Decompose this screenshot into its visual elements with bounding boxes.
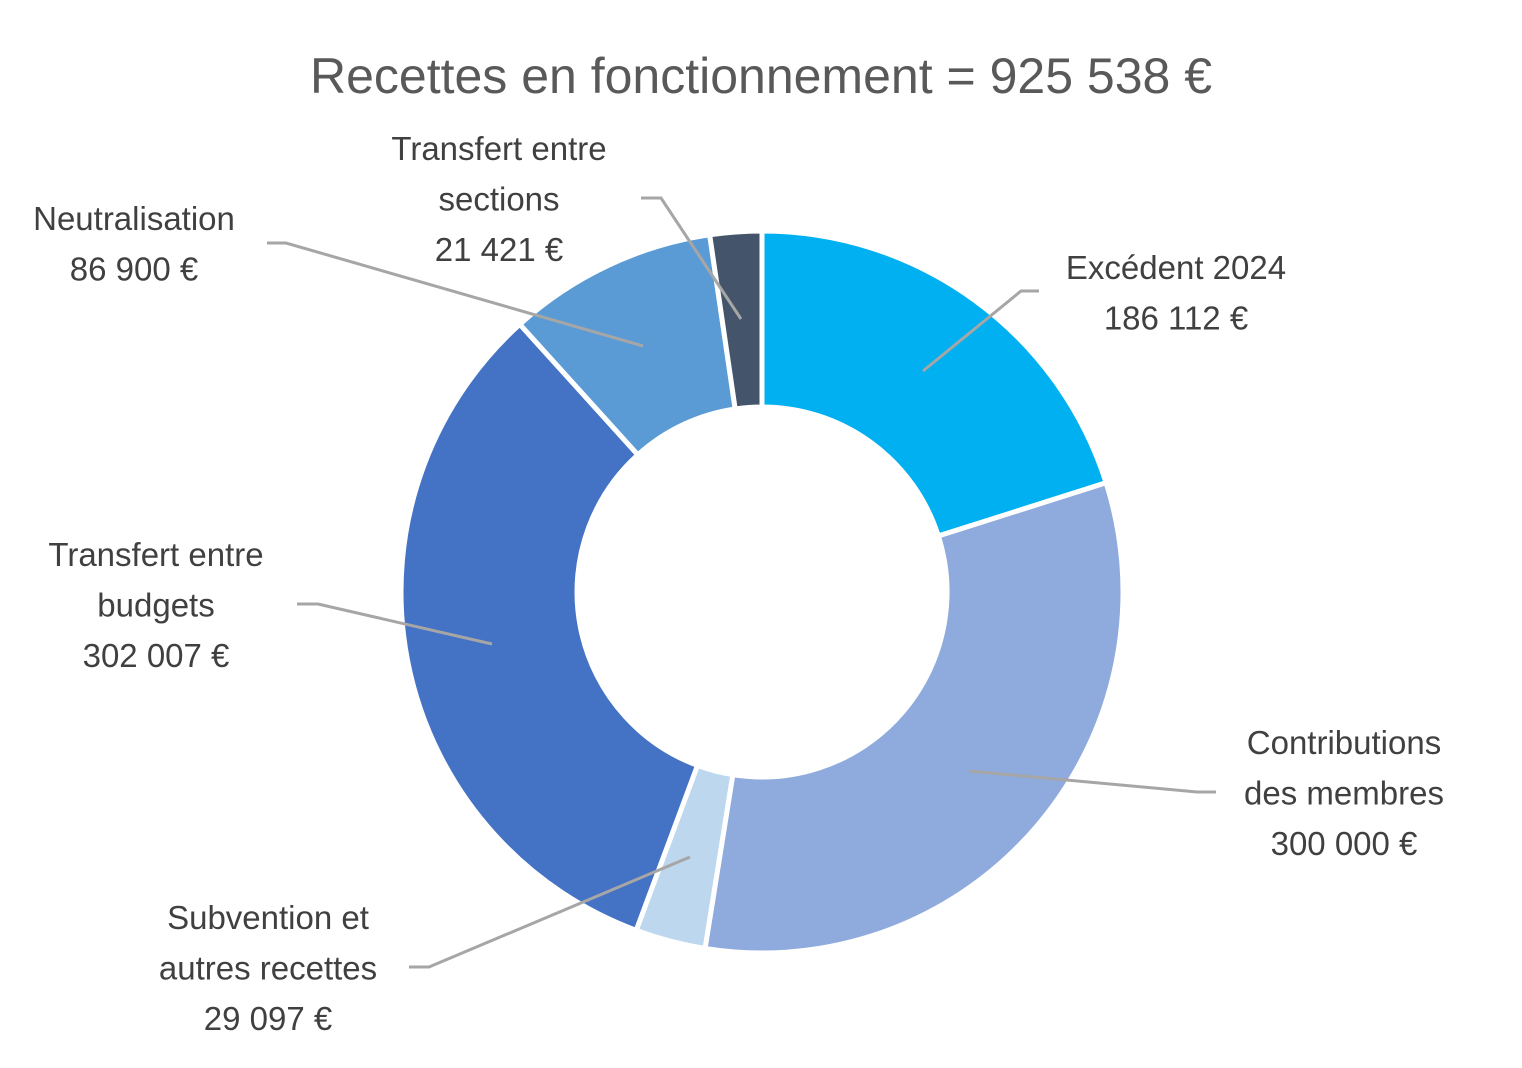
leader-line — [968, 769, 1216, 794]
data-labels-group: Excédent 2024 186 112 € Contributions des m… — [33, 130, 1444, 1037]
data-label: Transfert entre budgets 302 007 € — [48, 536, 263, 674]
data-label-value: 300 000 € — [1271, 825, 1418, 862]
data-label-category: Excédent 2024 — [1066, 249, 1286, 286]
data-label-value: 86 900 € — [70, 251, 198, 288]
data-label: Excédent 2024 186 112 € — [1066, 249, 1286, 337]
data-label: Neutralisation 86 900 € — [33, 200, 235, 288]
data-label-category: Neutralisation — [33, 200, 235, 237]
leader-line — [922, 289, 1039, 373]
data-label: Contributions des membres 300 000 € — [1244, 724, 1444, 862]
slice-transfert-entre-budgets — [398, 320, 701, 934]
leader-line — [409, 855, 691, 969]
data-label-category: Transfert entre — [48, 536, 263, 573]
chart-title: Recettes en fonctionnement = 925 538 € — [310, 48, 1212, 104]
data-label-value: 29 097 € — [204, 1000, 332, 1037]
data-label-category: des membres — [1244, 775, 1444, 812]
data-label-category: autres recettes — [159, 950, 377, 987]
data-label-category: Transfert entre — [391, 130, 606, 167]
leader-lines-group — [267, 196, 1216, 969]
data-label-value: 186 112 € — [1104, 300, 1248, 337]
slice-exc-dent-2024 — [759, 228, 1110, 540]
slices-group — [398, 228, 1126, 956]
data-label-category: Contributions — [1247, 724, 1441, 761]
leader-line — [641, 196, 743, 320]
data-label-category: Subvention et — [167, 899, 369, 936]
data-label-value: 302 007 € — [83, 637, 230, 674]
data-label-category: sections — [438, 181, 559, 218]
data-label-value: 21 421 € — [435, 231, 563, 268]
data-label-category: budgets — [97, 587, 214, 624]
data-label: Subvention et autres recettes 29 097 € — [159, 899, 377, 1037]
data-label: Transfert entre sections 21 421 € — [391, 130, 606, 268]
leader-line — [297, 602, 493, 646]
leader-line — [267, 241, 644, 348]
slice-contributions-des-membres — [702, 479, 1126, 956]
slice-transfert-entre-sections — [706, 228, 765, 412]
